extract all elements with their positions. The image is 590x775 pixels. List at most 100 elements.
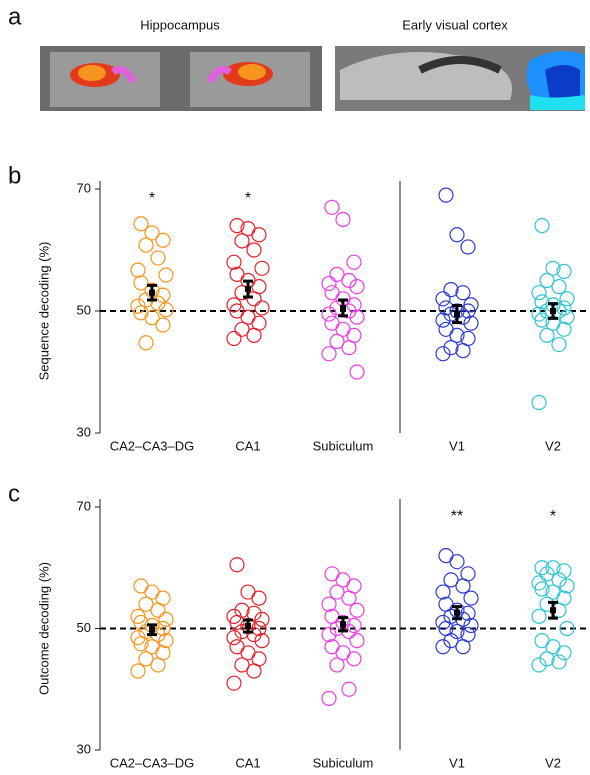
- significance: **: [451, 508, 463, 525]
- data-point: [131, 664, 145, 678]
- significance: *: [149, 190, 155, 207]
- mean-marker: [340, 305, 346, 311]
- data-point: [235, 234, 249, 248]
- data-point: [552, 280, 566, 294]
- data-point: [342, 341, 356, 355]
- data-point: [322, 691, 336, 705]
- panel-label: a: [8, 3, 22, 30]
- data-point: [350, 603, 364, 617]
- data-point: [439, 549, 453, 563]
- data-point: [255, 301, 269, 315]
- y-tick-label: 50: [77, 302, 91, 317]
- data-point: [325, 316, 339, 330]
- data-point: [436, 292, 450, 306]
- mean-marker: [550, 308, 556, 314]
- y-axis-label: Outcome decoding (%): [36, 562, 51, 695]
- panel-label: b: [8, 162, 21, 189]
- data-point: [336, 213, 350, 227]
- data-point: [131, 263, 145, 277]
- data-point: [156, 288, 170, 302]
- data-point: [156, 318, 170, 332]
- data-point: [139, 336, 153, 350]
- data-point: [247, 328, 261, 342]
- y-tick-label: 30: [77, 741, 91, 756]
- hippocampus-image: [40, 46, 322, 111]
- y-tick-label: 70: [77, 180, 91, 195]
- data-point: [322, 277, 336, 291]
- data-point: [535, 561, 549, 575]
- data-point: [252, 591, 266, 605]
- data-point: [450, 555, 464, 569]
- visual-cortex-image: [335, 46, 585, 111]
- mean-marker: [149, 290, 155, 296]
- data-point: [227, 676, 241, 690]
- data-point: [322, 347, 336, 361]
- data-point: [156, 233, 170, 247]
- x-tick-label: V2: [545, 438, 561, 453]
- data-point: [456, 344, 470, 358]
- data-point: [532, 396, 546, 410]
- data-point: [151, 603, 165, 617]
- mean-marker: [245, 286, 251, 292]
- data-point: [325, 200, 339, 214]
- data-point: [230, 558, 244, 572]
- data-point: [139, 238, 153, 252]
- data-point: [439, 188, 453, 202]
- data-point: [347, 652, 361, 666]
- data-point: [342, 591, 356, 605]
- y-tick-label: 50: [77, 620, 91, 635]
- data-point: [325, 567, 339, 581]
- data-point: [350, 634, 364, 648]
- data-point: [247, 243, 261, 257]
- mean-marker: [550, 607, 556, 613]
- data-point: [560, 292, 574, 306]
- x-tick-label: CA2–CA3–DG: [110, 438, 195, 453]
- y-tick-label: 30: [77, 424, 91, 439]
- data-point: [252, 228, 266, 242]
- data-point: [557, 322, 571, 336]
- x-tick-label: V1: [449, 438, 465, 453]
- data-point: [247, 664, 261, 678]
- significance: *: [245, 190, 251, 207]
- x-tick-label: CA2–CA3–DG: [110, 755, 195, 770]
- x-tick-label: CA1: [235, 438, 260, 453]
- data-point: [552, 338, 566, 352]
- data-point: [325, 286, 339, 300]
- data-point: [456, 579, 470, 593]
- data-point: [230, 640, 244, 654]
- data-point: [532, 286, 546, 300]
- panel-label: c: [8, 480, 20, 507]
- data-point: [347, 255, 361, 269]
- data-point: [535, 219, 549, 233]
- data-point: [151, 251, 165, 265]
- data-point: [227, 331, 241, 345]
- data-point: [464, 591, 478, 605]
- data-point: [535, 634, 549, 648]
- data-point: [342, 682, 356, 696]
- data-point: [255, 261, 269, 275]
- data-point: [461, 240, 475, 254]
- data-point: [350, 365, 364, 379]
- x-tick-label: CA1: [235, 755, 260, 770]
- x-tick-label: V2: [545, 755, 561, 770]
- significance: *: [550, 508, 556, 525]
- mean-marker: [245, 623, 251, 629]
- mean-marker: [149, 627, 155, 633]
- x-tick-label: V1: [449, 755, 465, 770]
- data-point: [450, 228, 464, 242]
- y-tick-label: 70: [77, 498, 91, 513]
- data-point: [540, 328, 554, 342]
- data-point: [230, 267, 244, 281]
- data-point: [532, 609, 546, 623]
- mean-marker: [454, 610, 460, 616]
- image-title: Hippocampus: [140, 17, 220, 32]
- data-point: [159, 612, 173, 626]
- x-tick-label: Subiculum: [313, 755, 374, 770]
- figure: a Hippocampus Early visual cortex b Seque…: [0, 0, 590, 775]
- image-title: Early visual cortex: [402, 17, 508, 32]
- data-point: [456, 286, 470, 300]
- data-point: [241, 585, 255, 599]
- data-point: [134, 579, 148, 593]
- x-tick-label: Subiculum: [313, 438, 374, 453]
- y-axis-label: Sequence decoding (%): [36, 242, 51, 381]
